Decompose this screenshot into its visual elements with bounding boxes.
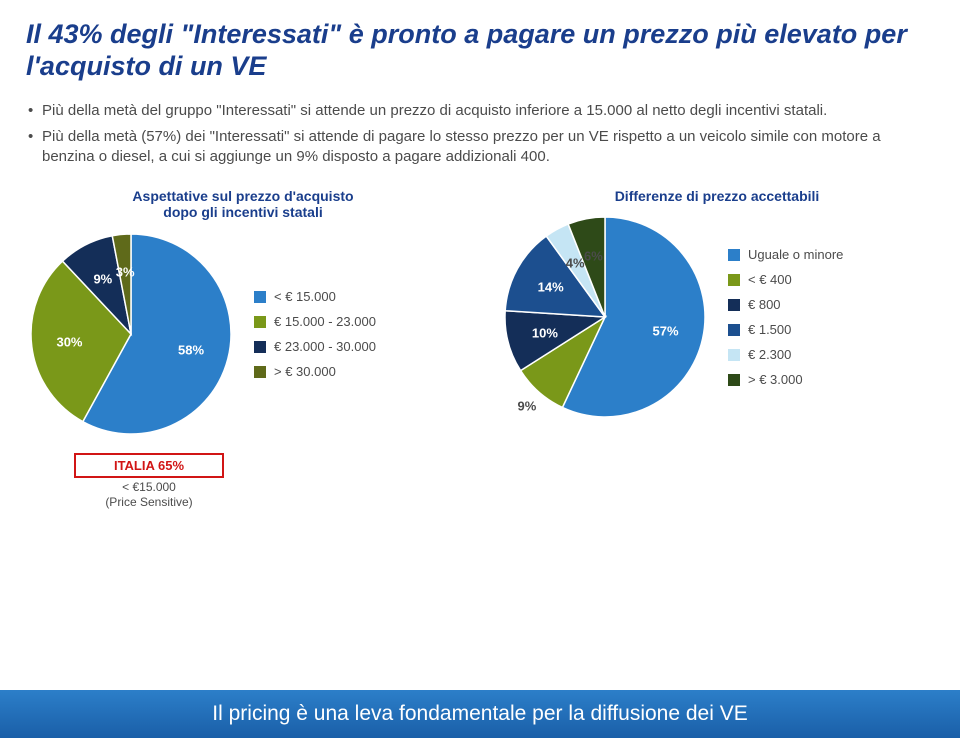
callout: ITALIA 65% < €15.000 (Price Sensitive) — [74, 453, 224, 509]
callout-box: ITALIA 65% — [74, 453, 224, 478]
slice-label: 9% — [93, 271, 112, 286]
legend-item: < € 400 — [728, 272, 843, 287]
legend-label: € 800 — [748, 297, 781, 312]
legend-differences: Uguale o minore < € 400 € 800 € 1.500 € 2.30… — [728, 247, 843, 387]
page-title: Il 43% degli "Interessati" è pronto a pa… — [26, 18, 934, 83]
slice-label: 57% — [652, 323, 678, 338]
legend-label: < € 15.000 — [274, 289, 336, 304]
legend-swatch — [254, 291, 266, 303]
legend-label: < € 400 — [748, 272, 792, 287]
pie-chart-differences: 57% 9% 10% 14%4%6% — [500, 212, 710, 422]
footer-bar: Il pricing è una leva fondamentale per l… — [0, 690, 960, 738]
chart-title: Differenze di prezzo accettabili — [500, 188, 934, 205]
legend-item: Uguale o minore — [728, 247, 843, 262]
legend-item: € 2.300 — [728, 347, 843, 362]
slice-label: 6% — [584, 249, 603, 264]
legend-item: € 15.000 - 23.000 — [254, 314, 376, 329]
legend-expectations: < € 15.000 € 15.000 - 23.000 € 23.000 - 30… — [254, 289, 376, 379]
chart-title: Aspettative sul prezzo d'acquisto dopo g… — [26, 188, 460, 222]
legend-item: < € 15.000 — [254, 289, 376, 304]
legend-item: € 23.000 - 30.000 — [254, 339, 376, 354]
legend-swatch — [254, 341, 266, 353]
chart-block-differences: Differenze di prezzo accettabili 57% 9% 10… — [500, 188, 934, 509]
charts-row: Aspettative sul prezzo d'acquisto dopo g… — [26, 188, 934, 509]
legend-label: Uguale o minore — [748, 247, 843, 262]
slice-label: 9% — [518, 398, 537, 413]
legend-swatch — [254, 316, 266, 328]
legend-swatch — [728, 374, 740, 386]
legend-label: > € 30.000 — [274, 364, 336, 379]
slice-label: 58% — [178, 342, 204, 357]
legend-item: € 800 — [728, 297, 843, 312]
legend-label: € 1.500 — [748, 322, 791, 337]
legend-swatch — [254, 366, 266, 378]
slice-label: 30% — [56, 334, 82, 349]
legend-swatch — [728, 349, 740, 361]
chart-block-expectations: Aspettative sul prezzo d'acquisto dopo g… — [26, 188, 460, 509]
slice-label: 14% — [538, 280, 564, 295]
legend-swatch — [728, 299, 740, 311]
legend-item: > € 30.000 — [254, 364, 376, 379]
legend-item: > € 3.000 — [728, 372, 843, 387]
legend-swatch — [728, 249, 740, 261]
legend-label: > € 3.000 — [748, 372, 803, 387]
legend-label: € 2.300 — [748, 347, 791, 362]
legend-swatch — [728, 324, 740, 336]
legend-label: € 15.000 - 23.000 — [274, 314, 376, 329]
bullet-item: Più della metà del gruppo "Interessati" … — [28, 101, 934, 121]
slice-label: 10% — [532, 325, 558, 340]
bullet-list: Più della metà del gruppo "Interessati" … — [28, 101, 934, 168]
legend-swatch — [728, 274, 740, 286]
slice-label: 4% — [566, 255, 585, 270]
legend-label: € 23.000 - 30.000 — [274, 339, 376, 354]
callout-sub: < €15.000 (Price Sensitive) — [74, 480, 224, 509]
slice-label: 3% — [116, 265, 135, 280]
legend-item: € 1.500 — [728, 322, 843, 337]
pie-chart-expectations: 58% 30% 9% 3% — [26, 229, 236, 439]
bullet-item: Più della metà (57%) dei "Interessati" s… — [28, 127, 934, 168]
